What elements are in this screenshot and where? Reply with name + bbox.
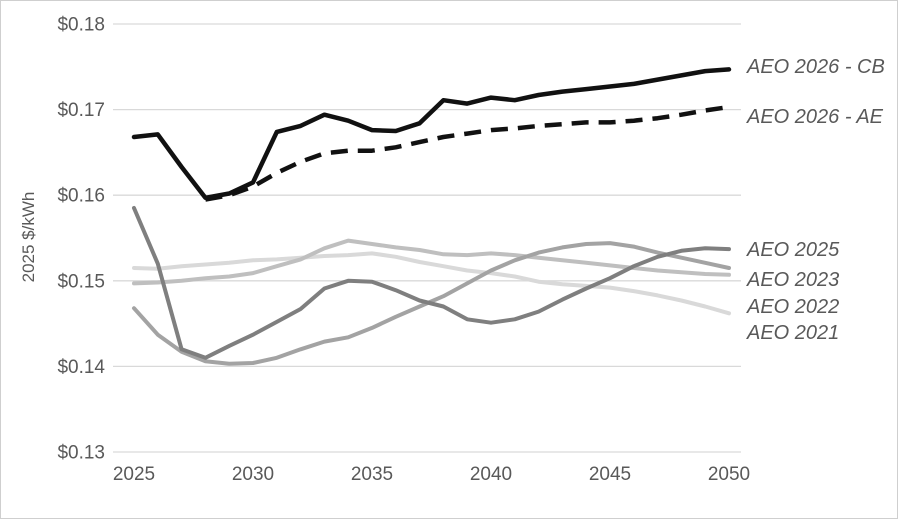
series-line-aeo-2025: [132, 206, 731, 360]
series-line-aeo-2021: [132, 251, 731, 316]
series-label-aeo-2026-cb: AEO 2026 - CB: [746, 56, 885, 78]
x-tick-label: 2035: [351, 464, 393, 485]
y-tick-label: $0.16: [57, 186, 105, 207]
x-tick-label: 2025: [113, 464, 155, 485]
series-label-aeo-2025: AEO 2025: [746, 239, 840, 261]
series-line-aeo-2026-cb: [131, 67, 732, 201]
y-tick-label: $0.18: [57, 15, 105, 36]
y-tick-label: $0.17: [57, 100, 105, 121]
series-line-aeo-2026-ae: [204, 104, 730, 202]
x-tick-label: 2030: [232, 464, 274, 485]
y-axis-title: 2025 $/kWh: [19, 192, 38, 283]
series-label-aeo-2022: AEO 2022: [746, 296, 839, 318]
series-label-aeo-2023: AEO 2023: [746, 269, 839, 291]
series-label-aeo-2021: AEO 2021: [746, 322, 839, 344]
x-tick-label: 2050: [708, 464, 750, 485]
y-tick-label: $0.15: [57, 271, 105, 292]
series-label-aeo-2026-ae: AEO 2026 - AE: [746, 106, 884, 128]
y-tick-label: $0.14: [57, 357, 105, 378]
x-tick-label: 2040: [470, 464, 512, 485]
x-tick-label: 2045: [589, 464, 631, 485]
series-line-aeo-2023: [132, 241, 731, 366]
y-tick-label: $0.13: [57, 443, 105, 464]
